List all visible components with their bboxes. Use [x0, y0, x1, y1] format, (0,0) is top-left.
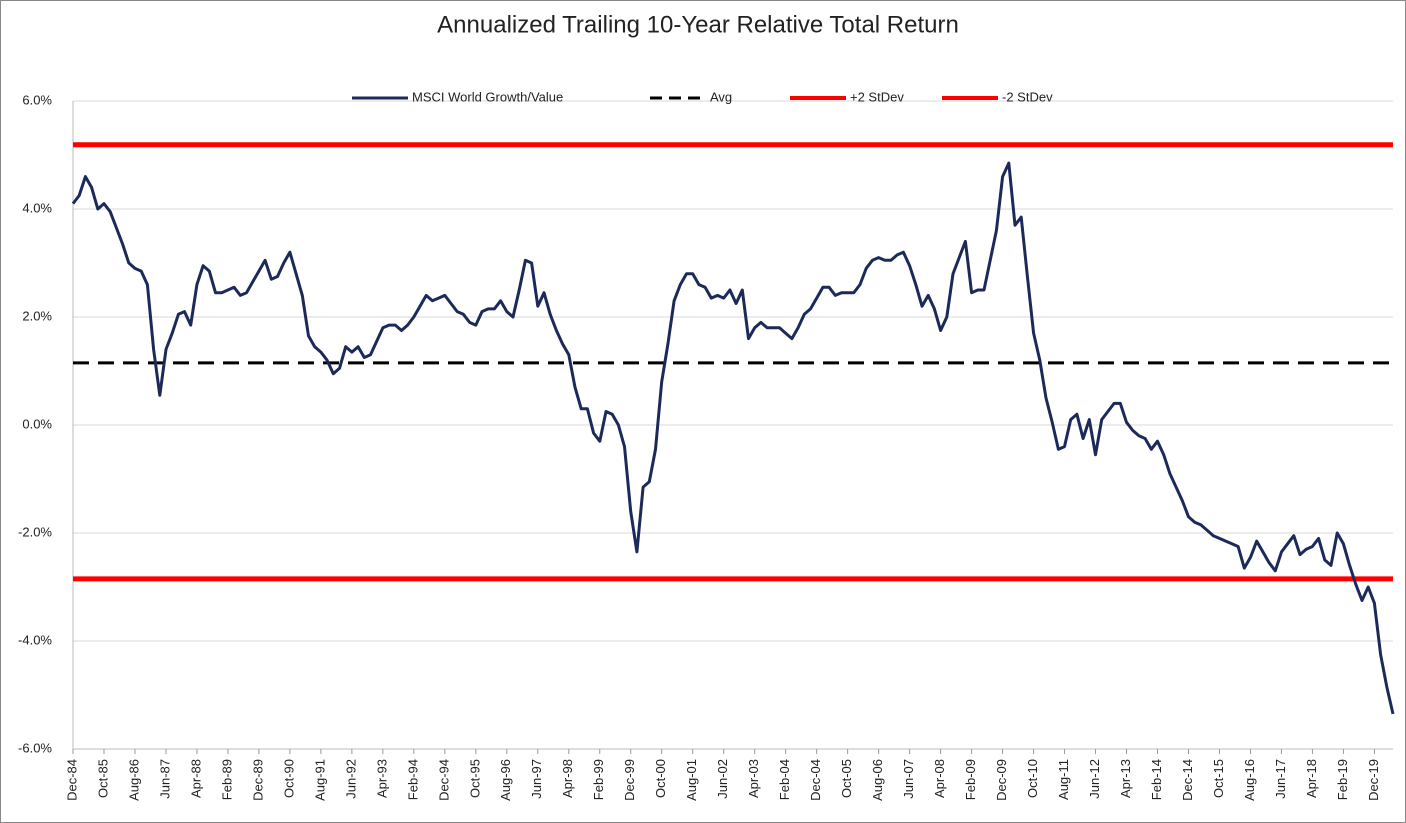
- x-tick-label: Dec-89: [250, 759, 265, 801]
- x-tick-label: Dec-14: [1180, 759, 1195, 801]
- x-tick-label: Apr-93: [374, 759, 389, 798]
- x-tick-label: Aug-01: [684, 759, 699, 801]
- x-tick-label: Dec-94: [436, 759, 451, 801]
- x-tick-label: Dec-19: [1366, 759, 1381, 801]
- x-tick-label: Dec-09: [994, 759, 1009, 801]
- y-tick-label: -2.0%: [18, 524, 52, 539]
- x-tick-label: Oct-05: [839, 759, 854, 798]
- x-tick-label: Aug-11: [1056, 759, 1071, 800]
- x-tick-label: Aug-86: [126, 759, 141, 801]
- x-tick-label: Jun-97: [529, 759, 544, 799]
- x-tick-label: Feb-14: [1149, 759, 1164, 800]
- x-tick-label: Jun-07: [901, 759, 916, 799]
- x-tick-label: Feb-09: [963, 759, 978, 800]
- x-tick-label: Apr-08: [932, 759, 947, 798]
- legend-label: +2 StDev: [850, 89, 904, 104]
- x-tick-label: Apr-13: [1118, 759, 1133, 798]
- y-tick-label: 2.0%: [22, 308, 52, 323]
- x-tick-label: Aug-96: [498, 759, 513, 801]
- x-tick-label: Feb-94: [405, 759, 420, 800]
- legend-label: Avg: [710, 89, 732, 104]
- x-tick-label: Dec-84: [64, 759, 79, 801]
- x-tick-label: Dec-99: [622, 759, 637, 801]
- data-line: [71, 161, 1395, 715]
- x-tick-label: Jun-92: [343, 759, 358, 799]
- x-tick-label: Jun-02: [715, 759, 730, 799]
- x-tick-label: Jun-12: [1087, 759, 1102, 799]
- x-tick-label: Oct-15: [1211, 759, 1226, 798]
- x-tick-label: Aug-91: [312, 759, 327, 801]
- x-tick-label: Jun-87: [157, 759, 172, 799]
- legend-label: -2 StDev: [1002, 89, 1053, 104]
- x-tick-label: Aug-16: [1242, 759, 1257, 801]
- y-tick-label: 6.0%: [22, 92, 52, 107]
- y-tick-label: -6.0%: [18, 740, 52, 755]
- x-tick-label: Aug-06: [870, 759, 885, 801]
- y-tick-label: 4.0%: [22, 200, 52, 215]
- x-tick-label: Feb-89: [219, 759, 234, 800]
- legend-label: MSCI World Growth/Value: [412, 89, 563, 104]
- x-tick-label: Feb-19: [1335, 759, 1350, 800]
- x-tick-label: Oct-00: [653, 759, 668, 798]
- x-tick-label: Jun-17: [1273, 759, 1288, 799]
- x-tick-label: Apr-03: [746, 759, 761, 798]
- y-tick-label: -4.0%: [18, 632, 52, 647]
- x-tick-label: Oct-10: [1025, 759, 1040, 798]
- x-tick-label: Apr-98: [560, 759, 575, 798]
- x-tick-label: Apr-18: [1304, 759, 1319, 798]
- x-tick-label: Dec-04: [808, 759, 823, 801]
- chart-title: Annualized Trailing 10-Year Relative Tot…: [437, 11, 959, 38]
- x-tick-label: Feb-99: [591, 759, 606, 800]
- x-tick-label: Apr-88: [188, 759, 203, 798]
- x-tick-label: Oct-85: [95, 759, 110, 798]
- x-tick-label: Feb-04: [777, 759, 792, 800]
- x-tick-label: Oct-95: [467, 759, 482, 798]
- x-tick-label: Oct-90: [281, 759, 296, 798]
- y-tick-label: 0.0%: [22, 416, 52, 431]
